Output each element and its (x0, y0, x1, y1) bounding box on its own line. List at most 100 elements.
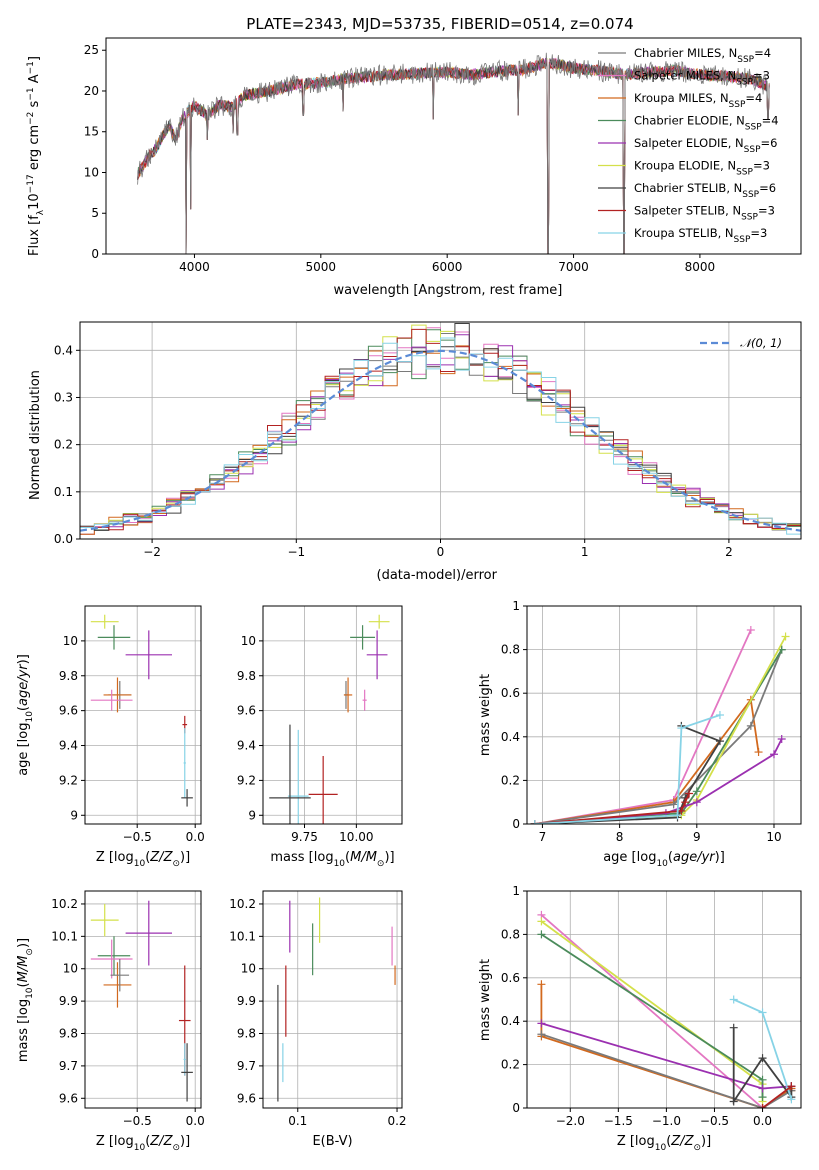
series-marker (692, 798, 701, 807)
series-marker (669, 800, 678, 809)
label-part: Chabrier STELIB, N (634, 181, 742, 195)
y-tick-label: 9.9 (237, 994, 256, 1008)
y-tick-label: 0.8 (501, 927, 520, 941)
label-part: wavelength [Angstrom, rest frame] (334, 283, 563, 298)
y-tick-label: 0.2 (54, 438, 73, 452)
legend-label: Chabrier ELODIE, NSSP=4 (634, 114, 779, 133)
label-part: −1 (26, 61, 36, 74)
series-marker (758, 1084, 767, 1093)
legend-label: Salpeter STELIB, NSSP=3 (634, 204, 775, 223)
spectrum-line (137, 57, 770, 254)
y-tick-label: 9.8 (237, 1027, 256, 1041)
label-part: ( (668, 850, 673, 865)
y-tick-label: 9.2 (59, 773, 78, 787)
axes-frame (84, 890, 202, 1109)
x-tick-label: 5000 (306, 260, 337, 274)
axes-frame (84, 605, 202, 825)
label-part: age/yr (673, 850, 716, 865)
y-tick-label: 10 (63, 962, 78, 976)
y-tick-label: 10 (241, 634, 256, 648)
x-tick-label: −0.5 (700, 1114, 729, 1128)
x-tick-label: 9 (693, 830, 701, 844)
y-tick-label: 10.2 (229, 897, 256, 911)
label-part: )] (16, 654, 31, 664)
y-tick-label: 9.2 (237, 773, 256, 787)
x-tick-label: 1 (581, 545, 589, 559)
y-tick-label: 9.4 (59, 739, 78, 753)
x-tick-label: −2 (143, 545, 161, 559)
series-marker (537, 917, 546, 926)
x-axis-label: mass [log10(M/M⊙)] (270, 850, 394, 869)
label-part: =6 (761, 136, 778, 150)
label-part: =3 (750, 226, 767, 240)
y-tick-label: 25 (84, 43, 99, 57)
spectrum-line (137, 58, 770, 254)
label-part: =4 (754, 46, 771, 60)
series-marker (537, 980, 546, 989)
y-tick-label: 0.6 (501, 686, 520, 700)
series-marker (537, 930, 546, 939)
label-part: SSP (737, 55, 754, 65)
plot-residuals: −2 −1 0 1 2 0.0 0.1 0.2 0.3 0.4 𝒩(0, 1) (data-model… (28, 321, 802, 583)
y-tick-label: 0.3 (54, 390, 73, 404)
plot-mass_vs_EBV: 0.1 0.2 9.6 9.7 9.8 9.9 10 10.1 10.2 E(B-V) (229, 890, 407, 1149)
y-tick-label: 0.1 (54, 485, 73, 499)
plot-area (137, 52, 770, 254)
y-tick-label: 10 (84, 165, 99, 179)
y-tick-label: 0.6 (501, 971, 520, 985)
label-part: =3 (753, 159, 770, 173)
label-part: M/M (16, 956, 31, 983)
x-tick-label: 8 (616, 830, 624, 844)
spectrum-line (137, 58, 770, 254)
series-marker (729, 995, 738, 1004)
series-marker (537, 1019, 546, 1028)
x-tick-label: 0.2 (387, 1114, 406, 1128)
label-part: Chabrier MILES, N (634, 46, 737, 60)
legend-label: Kroupa STELIB, NSSP=3 (634, 226, 767, 245)
y-tick-label: 0 (512, 1101, 520, 1115)
label-part: −1 (26, 87, 36, 100)
label-part: =3 (753, 69, 770, 83)
x-axis-label: (data-model)/error (377, 568, 498, 583)
y-tick-label: 0 (91, 247, 99, 261)
x-tick-label: 0.1 (288, 1114, 307, 1128)
x-tick-label: 0.0 (753, 1114, 772, 1128)
y-tick-label: 0.0 (54, 532, 73, 546)
label-part: λ (36, 209, 46, 215)
label-part: =6 (759, 181, 776, 195)
x-axis-label: Z [log10(Z/Z⊙)] (96, 1134, 190, 1153)
label-part: SSP (736, 168, 753, 178)
label-part: M/M (350, 850, 377, 865)
label-part: ( (16, 982, 31, 987)
label-part: SSP (729, 100, 746, 110)
label-part: age [log (603, 850, 656, 865)
label-part: s (27, 100, 42, 111)
label-part: )] (180, 1134, 190, 1149)
label-part: mass [log (270, 850, 333, 865)
y-tick-label: 0.2 (501, 773, 520, 787)
label-part: age [log (16, 723, 31, 776)
spectrum-line (137, 58, 770, 254)
label-part: 10 (134, 859, 146, 869)
series-marker (746, 625, 755, 634)
x-tick-label: 10 (766, 830, 781, 844)
series-line (534, 738, 783, 824)
label-part: SSP (741, 213, 758, 223)
y-tick-label: 9.7 (59, 1059, 78, 1073)
x-tick-label: −0.5 (123, 830, 152, 844)
legend-label: Salpeter MILES, NSSP=3 (634, 69, 770, 88)
series-marker (758, 1054, 767, 1063)
label-part: =4 (745, 91, 762, 105)
y-axis-label: mass weight (478, 959, 493, 1041)
y-tick-label: 10 (241, 962, 256, 976)
x-tick-label: −1 (287, 545, 305, 559)
label-part: 10 (656, 859, 668, 869)
y-tick-label: 0.4 (54, 343, 73, 357)
series-marker (777, 734, 786, 743)
series-line (534, 636, 787, 824)
y-tick-label: 1 (512, 884, 520, 898)
spectrum-line (137, 52, 770, 254)
